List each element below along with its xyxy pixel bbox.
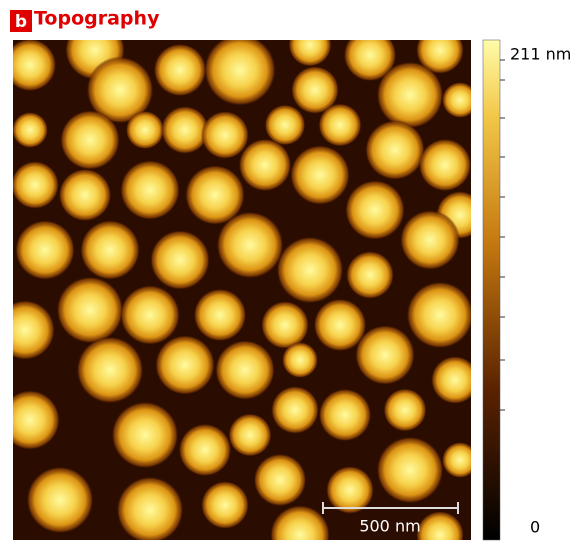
particle (204, 34, 276, 106)
particle (60, 110, 120, 170)
particle (288, 23, 331, 66)
panel-title: Topography (34, 8, 160, 30)
particle (201, 481, 249, 529)
particle (216, 211, 283, 278)
particle (26, 466, 93, 533)
particle (12, 112, 48, 148)
particle (154, 44, 207, 97)
particle (318, 103, 361, 146)
particle (442, 82, 478, 118)
particle (120, 160, 180, 220)
colorbar (483, 40, 500, 540)
particle (365, 120, 425, 180)
particle (326, 466, 374, 514)
colorbar-ticks (500, 60, 505, 410)
figure: b Topography 500 nm 211 nm 0 (0, 0, 580, 542)
scale-label: 500 nm (359, 517, 420, 536)
particle (345, 180, 405, 240)
particle (376, 61, 443, 128)
particle (150, 230, 210, 290)
panel-label: b (15, 12, 27, 32)
particle (431, 356, 479, 404)
particle (0, 390, 60, 450)
particle (4, 39, 57, 92)
particle (116, 476, 183, 542)
particle (271, 386, 319, 434)
particle (442, 442, 478, 478)
particle (355, 325, 415, 385)
particle (254, 454, 307, 507)
particle (120, 285, 180, 345)
colorbar-max-label: 211 nm (510, 45, 571, 64)
particle (15, 220, 75, 280)
particle (194, 289, 247, 342)
particle (383, 388, 426, 431)
particle (56, 276, 123, 343)
particle (290, 145, 350, 205)
particle (419, 139, 472, 192)
particle (201, 111, 249, 159)
particle (406, 281, 473, 348)
particle (179, 424, 232, 477)
particle (111, 401, 178, 468)
particle (276, 236, 343, 303)
particle (126, 111, 164, 149)
particle (76, 336, 143, 403)
particle (215, 340, 275, 400)
particle (319, 389, 372, 442)
particle (400, 210, 460, 270)
particle (376, 436, 443, 503)
particle (346, 251, 394, 299)
particle (239, 139, 292, 192)
particle (59, 169, 112, 222)
particle (282, 342, 318, 378)
particle (228, 413, 271, 456)
particle (80, 220, 140, 280)
particle (155, 335, 215, 395)
particle (261, 301, 309, 349)
particle (11, 161, 59, 209)
colorbar-min-label: 0 (530, 518, 540, 537)
